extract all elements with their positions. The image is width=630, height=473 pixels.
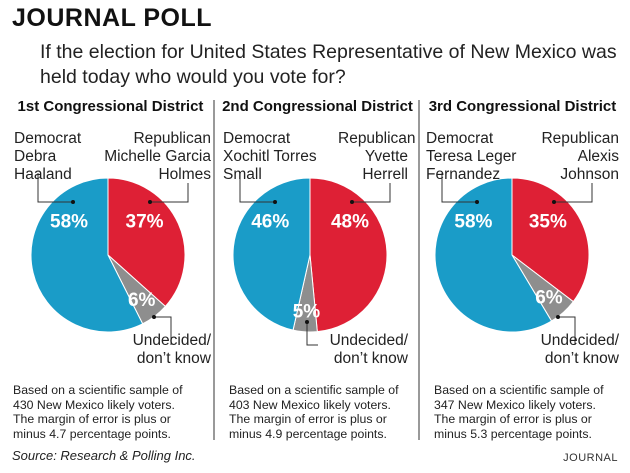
undecided-line2: don’t know — [544, 350, 619, 367]
republican-percent-label: 35% — [529, 211, 567, 232]
democrat-percent-label: 58% — [50, 211, 88, 232]
methodology-note: Based on a scientific sample of 403 New … — [229, 383, 399, 441]
republican-leader-dot — [148, 200, 152, 204]
candidate: Debra Haaland — [14, 148, 72, 183]
democrat-label: Democrat Debra Haaland — [14, 130, 94, 184]
republican-label: Republican Yvette Herrell — [338, 130, 416, 184]
undecided-percent-label: 6% — [128, 290, 156, 311]
undecided-percent-label: 5% — [293, 301, 321, 322]
democrat-leader-line — [441, 173, 477, 203]
republican-leader-line — [150, 183, 189, 203]
democrat-slice — [30, 177, 144, 333]
democrat-label: Democrat Teresa Leger Fernandez — [426, 130, 526, 184]
democrat-leader-dot — [475, 200, 479, 204]
undecided-line1: Undecided/ — [132, 332, 211, 349]
democrat-label: Democrat Xochitl Torres Small — [223, 130, 318, 184]
undecided-leader-dot — [556, 315, 560, 319]
republican-label: Republican Michelle Garcia Holmes — [81, 130, 211, 184]
undecided-percent-label: 6% — [535, 287, 563, 308]
methodology-note: Based on a scientific sample of 347 New … — [434, 383, 604, 441]
party: Republican — [133, 130, 211, 147]
candidate: Yvette Herrell — [362, 148, 408, 183]
democrat-leader-line — [37, 173, 73, 203]
page-title: JOURNAL POLL — [12, 4, 212, 32]
republican-leader-dot — [552, 200, 556, 204]
district-title: 1st Congressional District — [17, 98, 204, 115]
candidate: Teresa Leger Fernandez — [426, 148, 517, 183]
party: Republican — [338, 130, 416, 147]
undecided-leader-dot — [152, 315, 156, 319]
undecided-leader-dot — [305, 320, 309, 324]
undecided-label: Undecided/don’t know — [541, 332, 619, 368]
undecided-leader-line — [154, 316, 172, 345]
republican-leader-line — [352, 183, 391, 203]
party: Democrat — [426, 130, 494, 147]
undecided-label: Undecided/don’t know — [133, 332, 211, 368]
candidate: Xochitl Torres Small — [223, 148, 317, 183]
district-3-panel: 3rd Congressional District Democrat Teres… — [420, 98, 625, 441]
candidate: Alexis Johnson — [560, 148, 619, 183]
democrat-leader-dot — [71, 200, 75, 204]
republican-leader-dot — [350, 200, 354, 204]
brand-logo: JOURNAL — [563, 452, 618, 464]
democrat-leader-line — [239, 173, 275, 203]
divider — [418, 100, 420, 440]
party: Democrat — [14, 130, 82, 147]
democrat-percent-label: 58% — [454, 211, 492, 232]
democrat-slice — [434, 177, 553, 333]
methodology-note: Based on a scientific sample of 430 New … — [13, 383, 183, 441]
divider — [213, 100, 215, 440]
republican-slice — [309, 177, 388, 333]
party: Republican — [541, 130, 619, 147]
undecided-line1: Undecided/ — [540, 332, 619, 349]
district-title: 3rd Congressional District — [428, 98, 617, 115]
poll-question: If the election for United States Repres… — [40, 41, 617, 88]
undecided-leader-line — [306, 322, 318, 346]
republican-percent-label: 37% — [126, 211, 164, 232]
democrat-leader-dot — [273, 200, 277, 204]
republican-percent-label: 48% — [331, 211, 369, 232]
candidate: Michelle Garcia Holmes — [104, 148, 211, 183]
undecided-line2: don’t know — [136, 350, 211, 367]
undecided-line1: Undecided/ — [329, 332, 408, 349]
republican-slice — [511, 177, 590, 303]
republican-slice — [107, 177, 186, 308]
party: Democrat — [223, 130, 291, 147]
republican-label: Republican Alexis Johnson — [539, 130, 619, 184]
district-title: 2nd Congressional District — [222, 98, 413, 115]
undecided-line2: don’t know — [333, 350, 408, 367]
republican-leader-line — [554, 183, 593, 203]
district-2-panel: 2nd Congressional District Democrat Xochi… — [215, 98, 420, 441]
democrat-percent-label: 46% — [251, 211, 289, 232]
democrat-slice — [232, 177, 311, 331]
undecided-label: Undecided/don’t know — [330, 332, 408, 368]
source-credit: Source: Research & Polling Inc. — [12, 448, 196, 463]
district-1-panel: 1st Congressional District Democrat Debra… — [8, 98, 213, 441]
undecided-leader-line — [558, 316, 576, 345]
